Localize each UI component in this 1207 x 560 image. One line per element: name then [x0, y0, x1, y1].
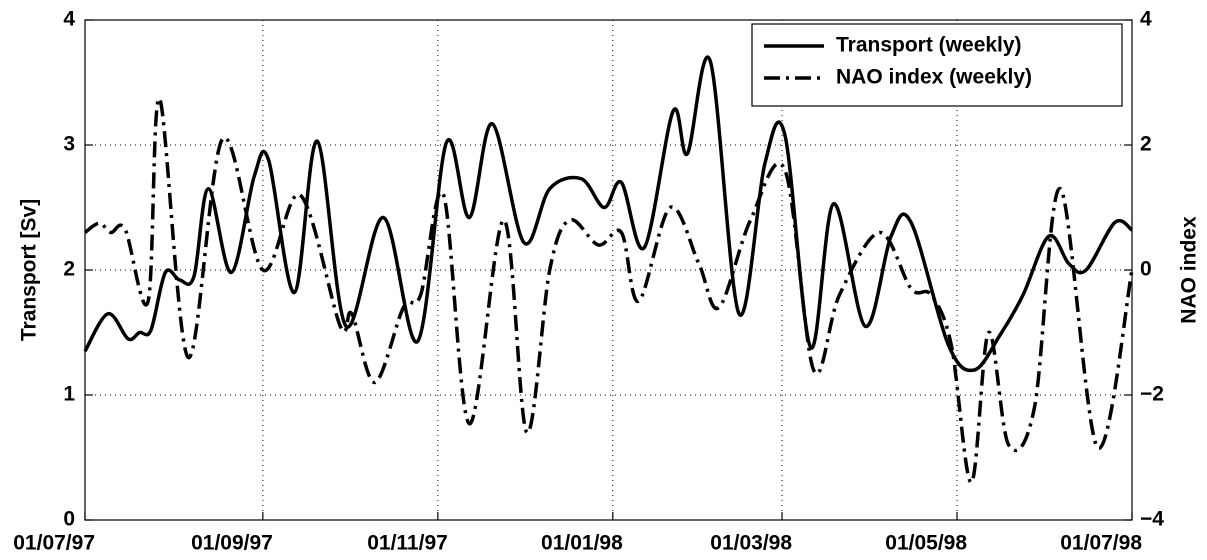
- x-tick-label: 01/03/98: [710, 532, 792, 555]
- x-tick-label: 01/07/97: [13, 532, 95, 555]
- y2-tick-label: 0: [1140, 258, 1152, 281]
- y2-tick-label: −2: [1140, 383, 1164, 406]
- y-tick-label: 1: [63, 383, 75, 406]
- x-tick-label: 01/07/98: [1060, 532, 1142, 555]
- data-line: [83, 96, 1134, 485]
- legend-box: [751, 23, 1123, 107]
- x-tick-label: 01/11/97: [367, 532, 448, 555]
- x-tick-label: 01/09/97: [191, 532, 273, 555]
- y-tick-label: 0: [63, 508, 75, 531]
- y-tick-label: 2: [63, 258, 75, 281]
- y2-axis-label: NAO index: [1178, 216, 1201, 324]
- y2-tick-label: 4: [1140, 8, 1152, 31]
- data-line: [83, 55, 1134, 373]
- x-tick-label: 01/05/98: [885, 532, 967, 555]
- y-tick-label: 4: [63, 8, 75, 31]
- y2-tick-label: 2: [1140, 133, 1152, 156]
- y-tick-label: 3: [63, 133, 75, 156]
- plot-frame: [84, 19, 1133, 521]
- y-axis-label: Transport [Sv]: [18, 199, 41, 341]
- legend-label: NAO index (weekly): [836, 66, 1032, 89]
- legend-label: Transport (weekly): [836, 34, 1022, 57]
- x-tick-label: 01/01/98: [541, 532, 623, 555]
- y2-tick-label: −4: [1140, 508, 1164, 531]
